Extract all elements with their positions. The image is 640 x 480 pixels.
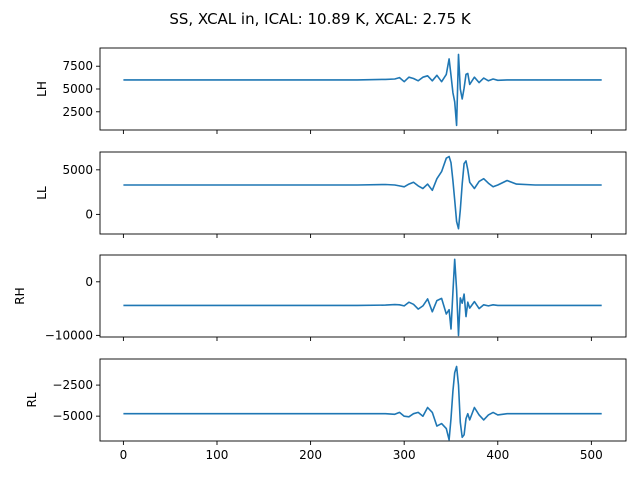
panel-rl-frame — [99, 358, 627, 442]
panel-rh-ylabel: RH — [13, 287, 27, 304]
panel-rl-series-line — [123, 365, 602, 441]
panel-rh: RH — [13, 254, 627, 338]
panel-lh-frame — [99, 47, 627, 131]
xtick-label: 500 — [580, 448, 603, 462]
panel-lh-ylabel: LH — [35, 81, 49, 97]
panel-ll-ylabel: LL — [35, 186, 49, 200]
panel-lh-ytick-label: 7500 — [62, 59, 93, 73]
xtick-label: 400 — [486, 448, 509, 462]
chart-marks: 2500 5000 7500 0 5000 −10000 0 −5000 −2500 0 100 20… — [45, 53, 603, 462]
panel-ll: LL — [35, 151, 627, 235]
panel-rh-series-line — [123, 258, 602, 337]
chart-title: SS, XCAL in, ICAL: 10.89 K, XCAL: 2.75 K — [169, 10, 472, 28]
panel-rh-frame — [99, 254, 627, 338]
panel-rl-ytick-label: −5000 — [52, 409, 93, 423]
panel-rl-ylabel: RL — [25, 392, 39, 407]
panel-ll-ytick-label: 0 — [85, 207, 93, 221]
xtick-label: 100 — [206, 448, 229, 462]
panel-rl: RL — [25, 358, 627, 442]
xtick-label: 300 — [393, 448, 416, 462]
panel-rh-ytick-label: −10000 — [45, 328, 93, 342]
panel-lh-ytick-label: 2500 — [62, 105, 93, 119]
panel-lh: LH — [35, 47, 627, 131]
panel-lh-series-line — [123, 53, 602, 127]
panel-rh-ytick-label: 0 — [85, 275, 93, 289]
panel-ll-series-line — [123, 155, 602, 230]
panel-ll-frame — [99, 151, 627, 235]
xtick-label: 200 — [299, 448, 322, 462]
panel-ll-ytick-label: 5000 — [62, 163, 93, 177]
xtick-label: 0 — [120, 448, 128, 462]
panel-rl-ytick-label: −2500 — [52, 378, 93, 392]
panel-lh-ytick-label: 5000 — [62, 82, 93, 96]
